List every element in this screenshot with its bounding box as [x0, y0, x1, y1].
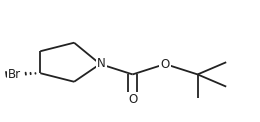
Text: Br: Br: [8, 68, 21, 81]
Text: O: O: [128, 93, 137, 106]
Text: O: O: [160, 58, 170, 71]
Text: N: N: [97, 57, 106, 70]
